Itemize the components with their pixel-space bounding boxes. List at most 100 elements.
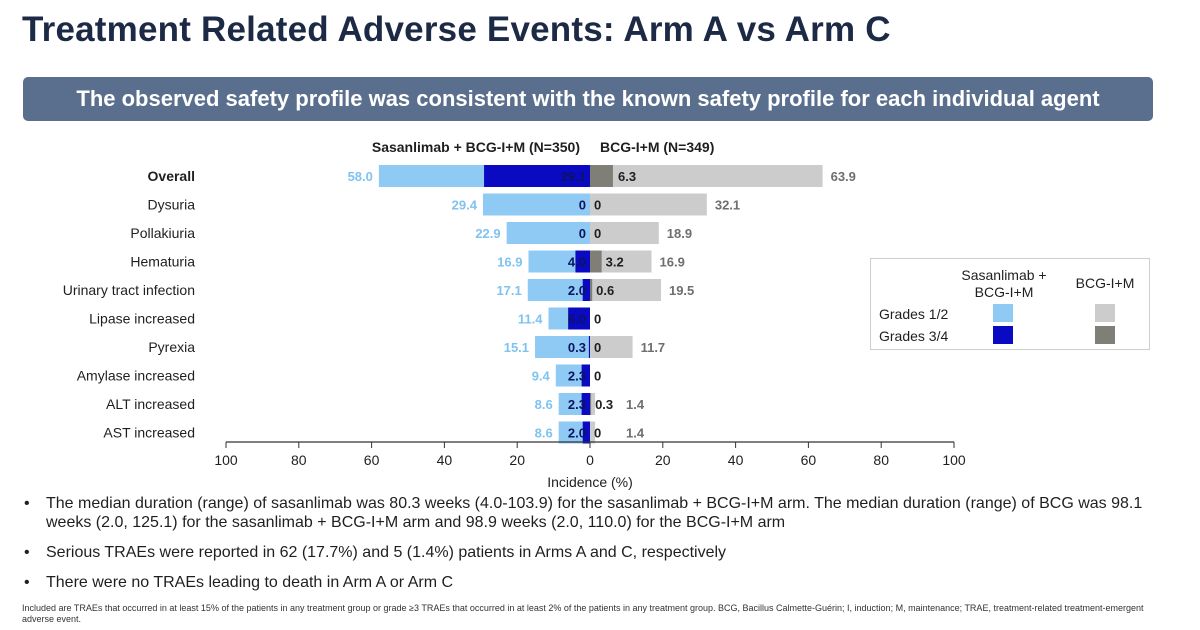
legend-swatch-left-grades-1-2 bbox=[993, 304, 1013, 322]
x-axis-tick-label: 0 bbox=[586, 452, 594, 468]
x-axis-tick-label: 80 bbox=[873, 452, 889, 468]
category-label-overall: Overall bbox=[148, 168, 195, 184]
data-label-right-grade12-hematuria: 16.9 bbox=[660, 255, 685, 270]
data-label-left-grade12-dysuria: 29.4 bbox=[452, 198, 478, 213]
x-axis-tick-label: 80 bbox=[291, 452, 307, 468]
bar-right-grade12-pollakiuria bbox=[590, 222, 659, 244]
data-label-right-grade34-hematuria: 3.2 bbox=[606, 255, 624, 270]
bullet-dot: • bbox=[24, 495, 30, 512]
x-axis-tick-label: 60 bbox=[364, 452, 380, 468]
data-label-right-grade34-ast-increased: 0 bbox=[594, 426, 601, 441]
bar-right-grade12-dysuria bbox=[590, 193, 707, 216]
bar-left-grade34-alt-increased bbox=[581, 393, 590, 415]
data-label-left-grade34-overall: 29.1 bbox=[561, 169, 586, 184]
bar-right-grade12-hematuria bbox=[590, 250, 652, 273]
data-label-right-grade12-dysuria: 32.1 bbox=[715, 198, 740, 213]
category-label-amylase-increased: Amylase increased bbox=[77, 368, 195, 384]
bar-left-grade12-urinary-tract-infection bbox=[527, 279, 590, 301]
data-label-right-grade12-urinary-tract-infection: 19.5 bbox=[669, 283, 694, 298]
bar-left-grade34-urinary-tract-infection bbox=[582, 279, 590, 301]
legend-swatch-right-grades-3-4 bbox=[1095, 326, 1115, 344]
data-label-right-grade34-urinary-tract-infection: 0.6 bbox=[596, 283, 614, 298]
butterfly-bar-chart: Sasanlimab + BCG-I+M (N=350) BCG-I+M (N=3… bbox=[63, 139, 966, 490]
data-label-right-grade34-amylase-increased: 0 bbox=[594, 369, 601, 384]
data-label-left-grade12-ast-increased: 8.6 bbox=[535, 426, 553, 441]
x-axis-tick-label: 100 bbox=[214, 452, 238, 468]
data-label-left-grade34-alt-increased: 2.3 bbox=[568, 397, 586, 412]
bar-left-grade34-lipase-increased bbox=[568, 307, 590, 330]
bar-left-grade12-amylase-increased bbox=[555, 364, 590, 387]
data-label-left-grade12-lipase-increased: 11.4 bbox=[518, 312, 543, 327]
legend-row-grades-3-4: Grades 3/4 bbox=[879, 328, 949, 344]
data-label-right-grade12-alt-increased: 1.4 bbox=[626, 397, 645, 412]
data-label-right-grade12-ast-increased: 1.4 bbox=[626, 426, 645, 441]
key-message-banner: The observed safety profile was consiste… bbox=[23, 77, 1153, 121]
chart-legend: Sasanlimab + BCG-I+M BCG-I+M Grades 1/2 … bbox=[870, 258, 1150, 350]
data-label-left-grade34-pyrexia: 0.3 bbox=[568, 340, 586, 355]
bar-left-grade34-hematuria bbox=[575, 250, 590, 273]
data-label-right-grade12-pollakiuria: 18.9 bbox=[667, 226, 692, 241]
x-axis-tick-label: 20 bbox=[509, 452, 525, 468]
data-label-right-grade34-overall: 6.3 bbox=[618, 169, 636, 184]
x-axis-tick-label: 40 bbox=[728, 452, 744, 468]
bar-left-grade34-overall bbox=[484, 165, 590, 187]
bar-left-grade12-ast-increased bbox=[558, 421, 590, 444]
data-label-left-grade12-alt-increased: 8.6 bbox=[535, 397, 553, 412]
category-label-ast-increased: AST increased bbox=[103, 425, 195, 441]
data-label-right-grade34-pollakiuria: 0 bbox=[594, 226, 601, 241]
legend-swatch-left-grades-3-4 bbox=[993, 326, 1013, 344]
bullet-item: • There were no TRAEs leading to death in… bbox=[22, 573, 1172, 592]
data-label-right-grade34-pyrexia: 0 bbox=[594, 340, 601, 355]
bar-left-grade12-pyrexia bbox=[535, 336, 590, 358]
data-label-left-grade34-lipase-increased: 6.0 bbox=[568, 312, 586, 327]
data-label-left-grade34-amylase-increased: 2.3 bbox=[568, 369, 586, 384]
bar-right-grade12-ast-increased bbox=[590, 421, 596, 444]
bullet-dot: • bbox=[24, 544, 30, 561]
category-label-pollakiuria: Pollakiuria bbox=[130, 225, 195, 241]
bar-right-grade12-alt-increased bbox=[590, 393, 596, 415]
bar-right-grade12-pyrexia bbox=[590, 336, 633, 358]
legend-row-grades-1-2: Grades 1/2 bbox=[879, 306, 949, 322]
bar-right-grade34-overall bbox=[590, 165, 613, 187]
bar-right-grade34-urinary-tract-infection bbox=[590, 279, 593, 301]
category-label-alt-increased: ALT increased bbox=[106, 396, 195, 412]
banner-text: The observed safety profile was consiste… bbox=[76, 86, 1100, 111]
left-arm-header: Sasanlimab + BCG-I+M (N=350) bbox=[372, 139, 580, 155]
x-axis-tick-label: 60 bbox=[801, 452, 817, 468]
category-label-hematuria: Hematuria bbox=[130, 254, 195, 270]
data-label-left-grade34-ast-increased: 2.0 bbox=[568, 426, 586, 441]
legend-header-right: BCG-I+M bbox=[1075, 275, 1135, 291]
bar-right-grade34-hematuria bbox=[590, 250, 602, 273]
bullet-item: • The median duration (range) of sasanlim… bbox=[22, 494, 1172, 532]
data-label-left-grade34-pollakiuria: 0 bbox=[579, 226, 586, 241]
data-label-left-grade34-dysuria: 0 bbox=[579, 198, 586, 213]
legend-swatch-right-grades-1-2 bbox=[1095, 304, 1115, 322]
slide-title: Treatment Related Adverse Events: Arm A … bbox=[22, 10, 891, 49]
bullet-list: • The median duration (range) of sasanlim… bbox=[22, 494, 1172, 603]
data-label-left-grade12-pyrexia: 15.1 bbox=[504, 340, 529, 355]
data-label-right-grade34-lipase-increased: 0 bbox=[594, 312, 601, 327]
category-label-urinary-tract-infection: Urinary tract infection bbox=[63, 282, 195, 298]
bar-left-grade12-hematuria bbox=[528, 250, 590, 273]
data-label-right-grade12-overall: 63.9 bbox=[831, 169, 856, 184]
bar-left-grade34-ast-increased bbox=[582, 421, 590, 444]
bar-left-grade12-dysuria bbox=[482, 193, 590, 216]
data-label-right-grade34-alt-increased: 0.3 bbox=[595, 397, 613, 412]
bullet-item: • Serious TRAEs were reported in 62 (17.7… bbox=[22, 543, 1172, 562]
data-label-right-grade34-dysuria: 0 bbox=[594, 198, 601, 213]
right-arm-header: BCG-I+M (N=349) bbox=[600, 139, 714, 155]
data-label-left-grade12-overall: 58.0 bbox=[348, 169, 373, 184]
bar-right-grade34-alt-increased bbox=[590, 393, 592, 415]
bullet-text: The median duration (range) of sasanlima… bbox=[46, 495, 1143, 531]
footnote: Included are TRAEs that occurred in at l… bbox=[22, 603, 1144, 624]
category-label-lipase-increased: Lipase increased bbox=[89, 311, 195, 327]
data-label-left-grade12-hematuria: 16.9 bbox=[497, 255, 522, 270]
bullet-text: Serious TRAEs were reported in 62 (17.7%… bbox=[46, 544, 727, 561]
data-label-right-grade12-pyrexia: 11.7 bbox=[641, 340, 666, 355]
x-axis-tick-label: 20 bbox=[655, 452, 671, 468]
bar-left-grade12-pollakiuria bbox=[506, 222, 590, 244]
x-axis-tick-label: 40 bbox=[437, 452, 453, 468]
bar-left-grade34-amylase-increased bbox=[581, 364, 590, 387]
category-label-pyrexia: Pyrexia bbox=[148, 339, 195, 355]
category-label-dysuria: Dysuria bbox=[148, 197, 196, 213]
